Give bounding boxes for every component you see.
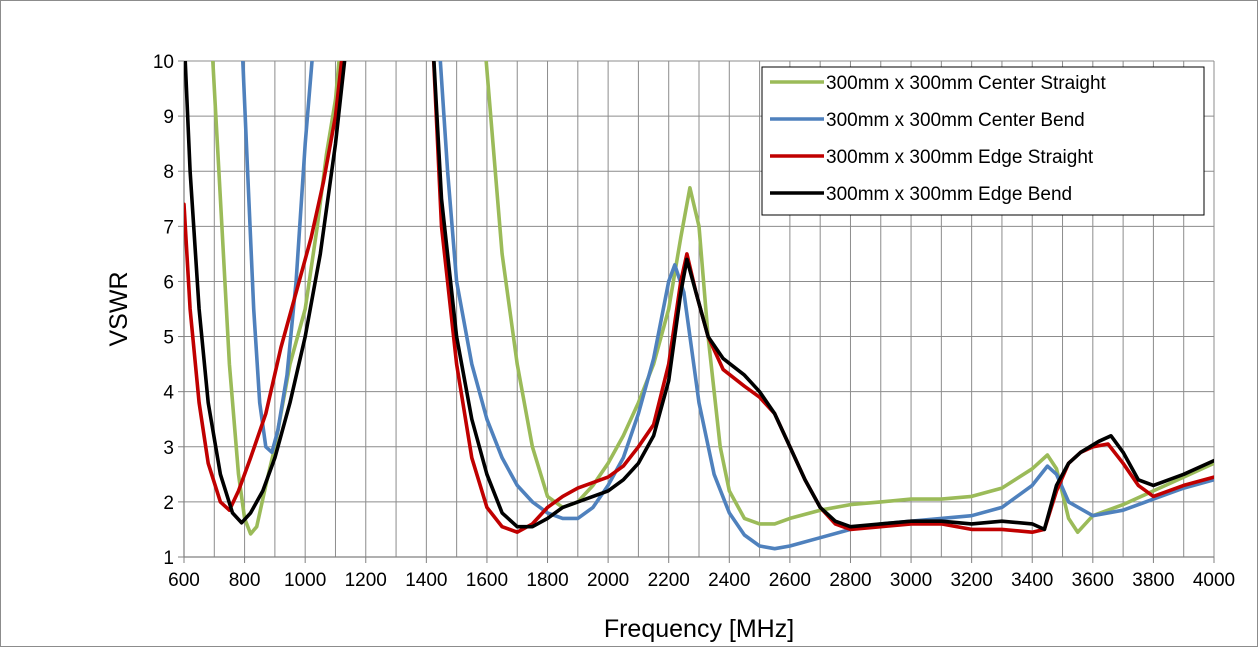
y-tick-label: 8 [163, 162, 174, 183]
x-tick-label: 1800 [526, 570, 568, 591]
legend-label: 300mm x 300mm Edge Straight [826, 147, 1094, 168]
series-layer [184, 61, 1214, 551]
legend-label: 300mm x 300mm Center Bend [826, 110, 1085, 131]
x-tick-label: 2600 [769, 570, 811, 591]
x-tick-label: 1000 [284, 570, 326, 591]
x-tick-label: 3000 [890, 570, 932, 591]
x-tick-label: 2000 [587, 570, 629, 591]
legend-box [761, 66, 1205, 216]
x-tick-label: 800 [229, 570, 261, 591]
series-line-4 [184, 61, 1214, 532]
x-tick-label: 4000 [1193, 570, 1235, 591]
tick-labels: 1 2 3 4 5 6 7 8 9 10 600 800 1000 1200 1400 1600 1800 200… [153, 52, 1235, 591]
legend-label: 300mm x 300mm Edge Bend [826, 184, 1072, 205]
axes [178, 60, 1215, 563]
series-line-2 [241, 61, 1214, 551]
x-tick-label: 600 [168, 570, 200, 591]
y-tick-label: 4 [163, 383, 174, 404]
legend-label: 300mm x 300mm Center Straight [826, 73, 1107, 94]
y-tick-label: 1 [163, 548, 174, 569]
x-tick-label: 3800 [1132, 570, 1174, 591]
x-tick-label: 1600 [466, 570, 508, 591]
y-axis-title: VSWR [105, 272, 133, 347]
y-tick-label: 5 [163, 328, 174, 349]
y-tick-label: 9 [163, 107, 174, 128]
y-tick-label: 10 [153, 52, 174, 73]
x-tick-label: 2800 [829, 570, 871, 591]
x-tick-label: 1400 [405, 570, 447, 591]
legend: 300mm x 300mm Center Straight 300mm x 300… [761, 66, 1205, 216]
x-tick-label: 2200 [648, 570, 690, 591]
x-tick-label: 2400 [708, 570, 750, 591]
x-tick-label: 3200 [951, 570, 993, 591]
x-tick-label: 3600 [1072, 570, 1114, 591]
y-tick-label: 2 [163, 493, 174, 514]
x-tick-label: 3400 [1011, 570, 1053, 591]
y-tick-label: 3 [163, 438, 174, 459]
x-tick-label: 1200 [345, 570, 387, 591]
x-axis-title: Frequency [MHz] [604, 615, 794, 643]
y-tick-label: 7 [163, 217, 174, 238]
y-tick-label: 6 [163, 272, 174, 293]
